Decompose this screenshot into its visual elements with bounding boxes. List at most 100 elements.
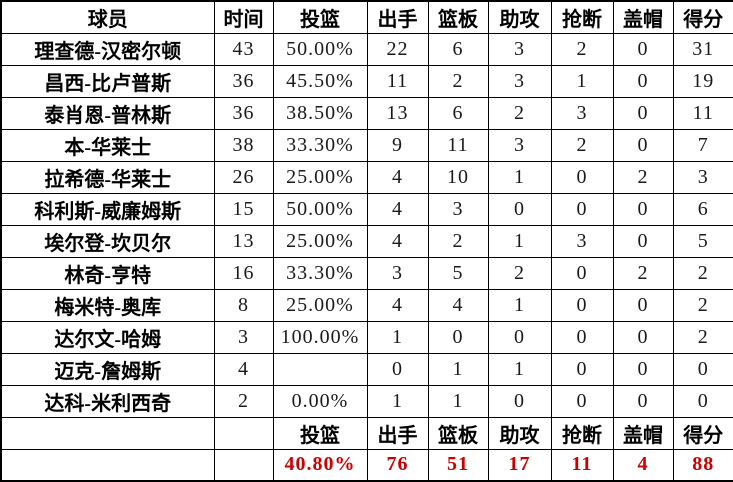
stat-cell: 13 bbox=[213, 224, 274, 258]
total-rebounds-cell: 51 bbox=[427, 448, 489, 482]
col-header-assists: 助攻 bbox=[487, 0, 552, 34]
stat-cell: 13 bbox=[366, 96, 429, 130]
stat-cell: 3 bbox=[550, 96, 614, 130]
totals-row: 40.80% 76 51 17 11 4 88 bbox=[0, 448, 733, 482]
stat-cell: 6 bbox=[672, 192, 733, 226]
stat-cell: 1 bbox=[487, 224, 552, 258]
stat-cell: 0 bbox=[612, 224, 674, 258]
stat-cell: 3 bbox=[213, 320, 274, 354]
stat-cell: 9 bbox=[366, 128, 429, 162]
stat-cell: 0 bbox=[550, 320, 614, 354]
stat-cell: 2 bbox=[672, 256, 733, 290]
table-row: 科利斯-威廉姆斯 15 50.00% 4 3 0 0 0 6 bbox=[0, 192, 733, 226]
table-row: 理查德-汉密尔顿 43 50.00% 22 6 3 2 0 31 bbox=[0, 32, 733, 66]
total-fg-pct-cell: 40.80% bbox=[272, 448, 368, 482]
footer-label-fg-pct: 投篮 bbox=[272, 416, 368, 450]
stat-cell: 2 bbox=[672, 288, 733, 322]
stat-cell: 0 bbox=[550, 384, 614, 418]
stat-cell: 3 bbox=[427, 192, 489, 226]
player-name-cell: 理查德-汉密尔顿 bbox=[0, 32, 215, 66]
col-header-blocks: 盖帽 bbox=[612, 0, 674, 34]
stat-cell: 33.30% bbox=[272, 128, 368, 162]
player-name-cell: 迈克-詹姆斯 bbox=[0, 352, 215, 386]
stat-cell: 5 bbox=[672, 224, 733, 258]
stat-cell: 6 bbox=[427, 96, 489, 130]
stat-cell: 1 bbox=[427, 352, 489, 386]
player-name-cell: 本-华莱士 bbox=[0, 128, 215, 162]
stat-cell: 22 bbox=[366, 32, 429, 66]
footer-label-blocks: 盖帽 bbox=[612, 416, 674, 450]
stat-cell: 4 bbox=[213, 352, 274, 386]
stat-cell: 45.50% bbox=[272, 64, 368, 98]
col-header-attempts: 出手 bbox=[366, 0, 429, 34]
stat-cell: 43 bbox=[213, 32, 274, 66]
stat-cell: 36 bbox=[213, 64, 274, 98]
stat-cell: 0 bbox=[550, 192, 614, 226]
stat-cell: 2 bbox=[427, 64, 489, 98]
player-name-cell: 昌西-比卢普斯 bbox=[0, 64, 215, 98]
col-header-fg-pct: 投篮 bbox=[272, 0, 368, 34]
table-row: 泰肖恩-普林斯 36 38.50% 13 6 2 3 0 11 bbox=[0, 96, 733, 130]
player-name-cell: 达科-米利西奇 bbox=[0, 384, 215, 418]
stat-cell: 1 bbox=[550, 64, 614, 98]
footer-label-steals: 抢断 bbox=[550, 416, 614, 450]
stat-cell: 8 bbox=[213, 288, 274, 322]
stat-cell: 0 bbox=[612, 96, 674, 130]
col-header-player: 球员 bbox=[0, 0, 215, 34]
total-empty-cell bbox=[213, 448, 274, 482]
stat-cell bbox=[272, 352, 368, 386]
stat-cell: 4 bbox=[366, 160, 429, 194]
stat-cell: 1 bbox=[427, 384, 489, 418]
stat-cell: 2 bbox=[612, 256, 674, 290]
stat-cell: 4 bbox=[366, 224, 429, 258]
col-header-rebounds: 篮板 bbox=[427, 0, 489, 34]
header-row: 球员 时间 投篮 出手 篮板 助攻 抢断 盖帽 得分 bbox=[0, 0, 733, 34]
footer-label-rebounds: 篮板 bbox=[427, 416, 489, 450]
stat-cell: 0 bbox=[366, 352, 429, 386]
footer-header-row: 投篮 出手 篮板 助攻 抢断 盖帽 得分 bbox=[0, 416, 733, 450]
stat-cell: 4 bbox=[366, 192, 429, 226]
stat-cell: 1 bbox=[487, 288, 552, 322]
stat-cell: 0 bbox=[612, 352, 674, 386]
stat-cell: 0 bbox=[550, 160, 614, 194]
stat-cell: 0 bbox=[427, 320, 489, 354]
stat-cell: 0 bbox=[487, 192, 552, 226]
player-name-cell: 林奇-亨特 bbox=[0, 256, 215, 290]
stat-cell: 4 bbox=[427, 288, 489, 322]
stat-cell: 6 bbox=[427, 32, 489, 66]
stat-cell: 2 bbox=[672, 320, 733, 354]
stat-cell: 0 bbox=[612, 64, 674, 98]
stat-cell: 3 bbox=[487, 128, 552, 162]
stats-table-body: 理查德-汉密尔顿 43 50.00% 22 6 3 2 0 31 昌西-比卢普斯 36 45.50% 1… bbox=[0, 32, 733, 418]
stat-cell: 2 bbox=[213, 384, 274, 418]
stat-cell: 2 bbox=[427, 224, 489, 258]
total-empty-cell bbox=[0, 448, 215, 482]
player-name-cell: 泰肖恩-普林斯 bbox=[0, 96, 215, 130]
player-name-cell: 达尔文-哈姆 bbox=[0, 320, 215, 354]
stat-cell: 50.00% bbox=[272, 32, 368, 66]
total-points-cell: 88 bbox=[672, 448, 733, 482]
footer-label-attempts: 出手 bbox=[366, 416, 429, 450]
footer-label-points: 得分 bbox=[672, 416, 733, 450]
player-name-cell: 梅米特-奥库 bbox=[0, 288, 215, 322]
footer-label-assists: 助攻 bbox=[487, 416, 552, 450]
stat-cell: 50.00% bbox=[272, 192, 368, 226]
stat-cell: 5 bbox=[427, 256, 489, 290]
stat-cell: 33.30% bbox=[272, 256, 368, 290]
footer-empty-cell bbox=[213, 416, 274, 450]
stat-cell: 0 bbox=[487, 320, 552, 354]
stat-cell: 19 bbox=[672, 64, 733, 98]
stat-cell: 0 bbox=[672, 352, 733, 386]
table-row: 本-华莱士 38 33.30% 9 11 3 2 0 7 bbox=[0, 128, 733, 162]
stat-cell: 3 bbox=[550, 224, 614, 258]
table-row: 昌西-比卢普斯 36 45.50% 11 2 3 1 0 19 bbox=[0, 64, 733, 98]
stat-cell: 1 bbox=[487, 352, 552, 386]
stat-cell: 25.00% bbox=[272, 288, 368, 322]
col-header-points: 得分 bbox=[672, 0, 733, 34]
stat-cell: 25.00% bbox=[272, 160, 368, 194]
stat-cell: 1 bbox=[366, 384, 429, 418]
stat-cell: 0 bbox=[612, 192, 674, 226]
stat-cell: 25.00% bbox=[272, 224, 368, 258]
